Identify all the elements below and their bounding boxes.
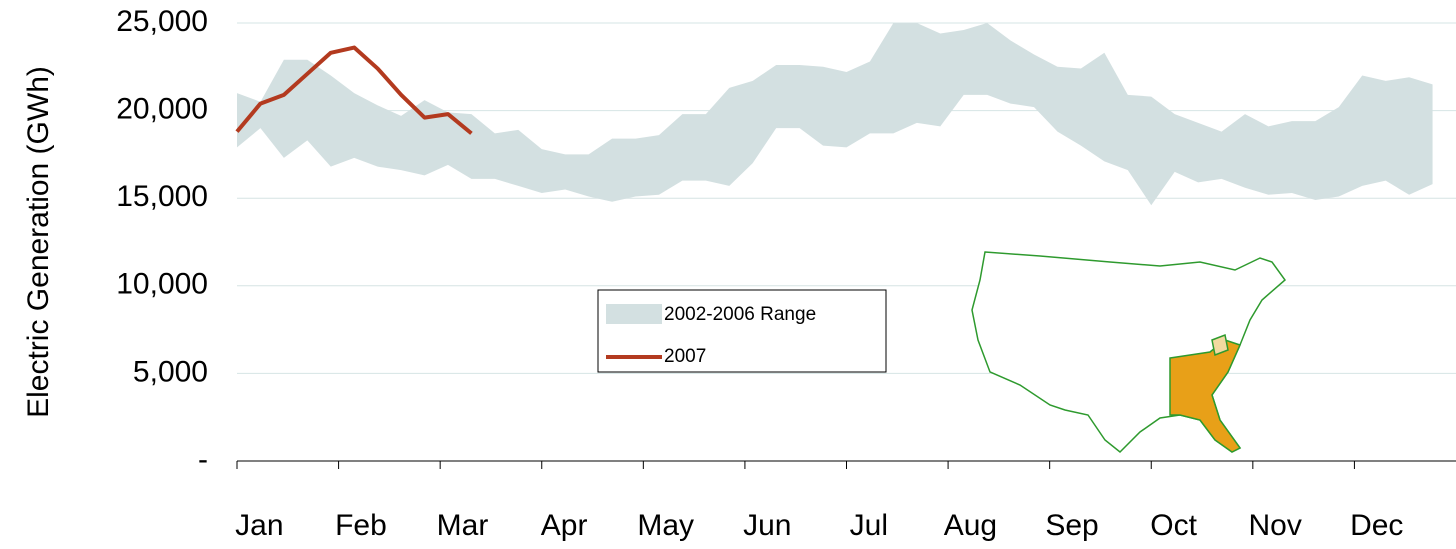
legend: 2002-2006 Range 2007 xyxy=(597,289,887,373)
legend-label: 2007 xyxy=(664,346,706,367)
y-tick-label: 10,000 xyxy=(116,268,208,301)
us-map xyxy=(971,251,1287,454)
y-tick-label: 5,000 xyxy=(133,355,208,388)
y-tick-label: 20,000 xyxy=(116,93,208,126)
x-tick-label: Aug xyxy=(944,509,997,542)
plot-area: - 5,000 10,000 15,000 20,000 25,000 Jan Feb Mar A… xyxy=(116,5,1456,542)
x-tick-label: Dec xyxy=(1350,509,1403,542)
region-map xyxy=(971,251,1287,454)
x-tick-label: Oct xyxy=(1150,509,1197,542)
y-tick-label: 15,000 xyxy=(116,180,208,213)
x-tick-label: Mar xyxy=(437,509,489,542)
x-tick-label: Feb xyxy=(335,509,387,542)
y-tick-label: - xyxy=(198,443,208,476)
x-tick-label: Apr xyxy=(541,509,588,542)
x-tick-label: Nov xyxy=(1249,509,1302,542)
y-axis-label: Electric Generation (GWh) xyxy=(22,66,55,418)
x-tick-label: Sep xyxy=(1045,509,1098,542)
x-tick-label: Jan xyxy=(235,509,283,542)
legend-box xyxy=(597,289,887,373)
legend-swatch xyxy=(606,304,662,324)
southeast-region xyxy=(1169,339,1242,453)
x-tick-label: Jun xyxy=(743,509,791,542)
west-virginia xyxy=(1211,333,1229,357)
line-2007 xyxy=(235,45,473,135)
x-tick-label: Jul xyxy=(850,509,888,542)
x-tick-label: May xyxy=(637,509,694,542)
legend-label: 2002-2006 Range xyxy=(664,304,816,325)
y-tick-label: 25,000 xyxy=(116,5,208,38)
range-band xyxy=(237,23,1433,206)
